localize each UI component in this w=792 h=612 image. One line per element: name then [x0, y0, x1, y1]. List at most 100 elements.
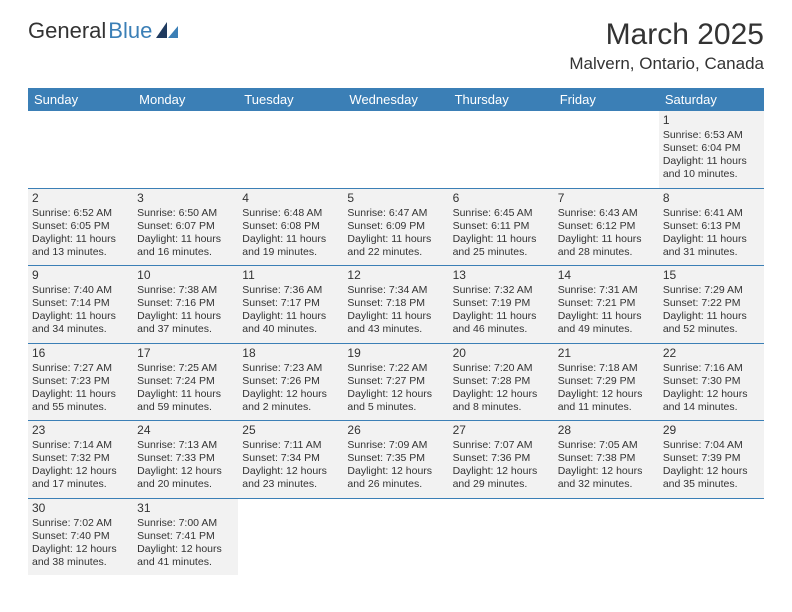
calendar-cell: 26Sunrise: 7:09 AMSunset: 7:35 PMDayligh…: [343, 421, 448, 499]
day-number: 25: [242, 423, 339, 438]
day-number: 22: [663, 346, 760, 361]
calendar-cell: 10Sunrise: 7:38 AMSunset: 7:16 PMDayligh…: [133, 266, 238, 344]
calendar-cell: [238, 498, 343, 575]
daylight-text: and 35 minutes.: [663, 478, 760, 491]
daylight-text: Daylight: 11 hours: [32, 310, 129, 323]
day-number: 26: [347, 423, 444, 438]
day-number: 24: [137, 423, 234, 438]
daylight-text: Daylight: 12 hours: [453, 465, 550, 478]
calendar-row: 2Sunrise: 6:52 AMSunset: 6:05 PMDaylight…: [28, 188, 764, 266]
daylight-text: Daylight: 12 hours: [32, 465, 129, 478]
calendar-cell: [343, 111, 448, 188]
sunset-text: Sunset: 6:05 PM: [32, 220, 129, 233]
weekday-header: Wednesday: [343, 88, 448, 111]
daylight-text: Daylight: 12 hours: [558, 388, 655, 401]
calendar-cell: [554, 111, 659, 188]
sunset-text: Sunset: 7:29 PM: [558, 375, 655, 388]
weekday-header: Monday: [133, 88, 238, 111]
calendar-cell: 1Sunrise: 6:53 AMSunset: 6:04 PMDaylight…: [659, 111, 764, 188]
weekday-header: Thursday: [449, 88, 554, 111]
calendar-cell: [659, 498, 764, 575]
daylight-text: and 22 minutes.: [347, 246, 444, 259]
daylight-text: and 23 minutes.: [242, 478, 339, 491]
daylight-text: Daylight: 11 hours: [32, 388, 129, 401]
sunset-text: Sunset: 7:27 PM: [347, 375, 444, 388]
daylight-text: Daylight: 12 hours: [32, 543, 129, 556]
daylight-text: and 11 minutes.: [558, 401, 655, 414]
sunrise-text: Sunrise: 7:00 AM: [137, 517, 234, 530]
daylight-text: Daylight: 11 hours: [137, 233, 234, 246]
sunset-text: Sunset: 7:41 PM: [137, 530, 234, 543]
daylight-text: and 19 minutes.: [242, 246, 339, 259]
calendar-cell: 30Sunrise: 7:02 AMSunset: 7:40 PMDayligh…: [28, 498, 133, 575]
sunrise-text: Sunrise: 7:14 AM: [32, 439, 129, 452]
sunset-text: Sunset: 7:38 PM: [558, 452, 655, 465]
sunset-text: Sunset: 7:16 PM: [137, 297, 234, 310]
calendar-cell: [554, 498, 659, 575]
daylight-text: and 59 minutes.: [137, 401, 234, 414]
sunrise-text: Sunrise: 6:48 AM: [242, 207, 339, 220]
sunset-text: Sunset: 7:36 PM: [453, 452, 550, 465]
sunrise-text: Sunrise: 6:52 AM: [32, 207, 129, 220]
calendar-cell: 13Sunrise: 7:32 AMSunset: 7:19 PMDayligh…: [449, 266, 554, 344]
sunrise-text: Sunrise: 7:11 AM: [242, 439, 339, 452]
sunrise-text: Sunrise: 7:25 AM: [137, 362, 234, 375]
sunset-text: Sunset: 7:22 PM: [663, 297, 760, 310]
daylight-text: Daylight: 12 hours: [137, 543, 234, 556]
calendar-cell: [28, 111, 133, 188]
daylight-text: and 2 minutes.: [242, 401, 339, 414]
daylight-text: and 26 minutes.: [347, 478, 444, 491]
sunrise-text: Sunrise: 7:16 AM: [663, 362, 760, 375]
calendar-cell: [343, 498, 448, 575]
sunset-text: Sunset: 7:32 PM: [32, 452, 129, 465]
calendar-cell: 27Sunrise: 7:07 AMSunset: 7:36 PMDayligh…: [449, 421, 554, 499]
calendar-cell: [449, 111, 554, 188]
daylight-text: Daylight: 11 hours: [242, 310, 339, 323]
calendar-cell: 6Sunrise: 6:45 AMSunset: 6:11 PMDaylight…: [449, 188, 554, 266]
daylight-text: Daylight: 12 hours: [137, 465, 234, 478]
sunrise-text: Sunrise: 7:20 AM: [453, 362, 550, 375]
daylight-text: and 16 minutes.: [137, 246, 234, 259]
sunrise-text: Sunrise: 7:31 AM: [558, 284, 655, 297]
weekday-header: Tuesday: [238, 88, 343, 111]
daylight-text: and 55 minutes.: [32, 401, 129, 414]
daylight-text: Daylight: 11 hours: [453, 310, 550, 323]
day-number: 20: [453, 346, 550, 361]
daylight-text: and 32 minutes.: [558, 478, 655, 491]
weekday-header-row: Sunday Monday Tuesday Wednesday Thursday…: [28, 88, 764, 111]
day-number: 7: [558, 191, 655, 206]
weekday-header: Sunday: [28, 88, 133, 111]
calendar-cell: [238, 111, 343, 188]
calendar-cell: 8Sunrise: 6:41 AMSunset: 6:13 PMDaylight…: [659, 188, 764, 266]
calendar-cell: [133, 111, 238, 188]
daylight-text: Daylight: 11 hours: [663, 310, 760, 323]
calendar-cell: [449, 498, 554, 575]
day-number: 9: [32, 268, 129, 283]
day-number: 10: [137, 268, 234, 283]
sunrise-text: Sunrise: 7:18 AM: [558, 362, 655, 375]
daylight-text: Daylight: 12 hours: [242, 388, 339, 401]
daylight-text: and 31 minutes.: [663, 246, 760, 259]
weekday-header: Friday: [554, 88, 659, 111]
daylight-text: Daylight: 12 hours: [453, 388, 550, 401]
day-number: 28: [558, 423, 655, 438]
daylight-text: Daylight: 11 hours: [558, 310, 655, 323]
sunset-text: Sunset: 6:09 PM: [347, 220, 444, 233]
calendar-body: 1Sunrise: 6:53 AMSunset: 6:04 PMDaylight…: [28, 111, 764, 575]
sunrise-text: Sunrise: 6:45 AM: [453, 207, 550, 220]
calendar-cell: 9Sunrise: 7:40 AMSunset: 7:14 PMDaylight…: [28, 266, 133, 344]
sunset-text: Sunset: 7:30 PM: [663, 375, 760, 388]
calendar-cell: 16Sunrise: 7:27 AMSunset: 7:23 PMDayligh…: [28, 343, 133, 421]
page-header: General Blue March 2025 Malvern, Ontario…: [28, 18, 764, 74]
calendar-cell: 21Sunrise: 7:18 AMSunset: 7:29 PMDayligh…: [554, 343, 659, 421]
calendar-cell: 7Sunrise: 6:43 AMSunset: 6:12 PMDaylight…: [554, 188, 659, 266]
sunset-text: Sunset: 7:19 PM: [453, 297, 550, 310]
sunrise-text: Sunrise: 7:05 AM: [558, 439, 655, 452]
sunset-text: Sunset: 6:07 PM: [137, 220, 234, 233]
calendar-cell: 4Sunrise: 6:48 AMSunset: 6:08 PMDaylight…: [238, 188, 343, 266]
sunrise-text: Sunrise: 6:50 AM: [137, 207, 234, 220]
sunset-text: Sunset: 6:11 PM: [453, 220, 550, 233]
daylight-text: Daylight: 11 hours: [137, 388, 234, 401]
day-number: 19: [347, 346, 444, 361]
daylight-text: Daylight: 11 hours: [137, 310, 234, 323]
